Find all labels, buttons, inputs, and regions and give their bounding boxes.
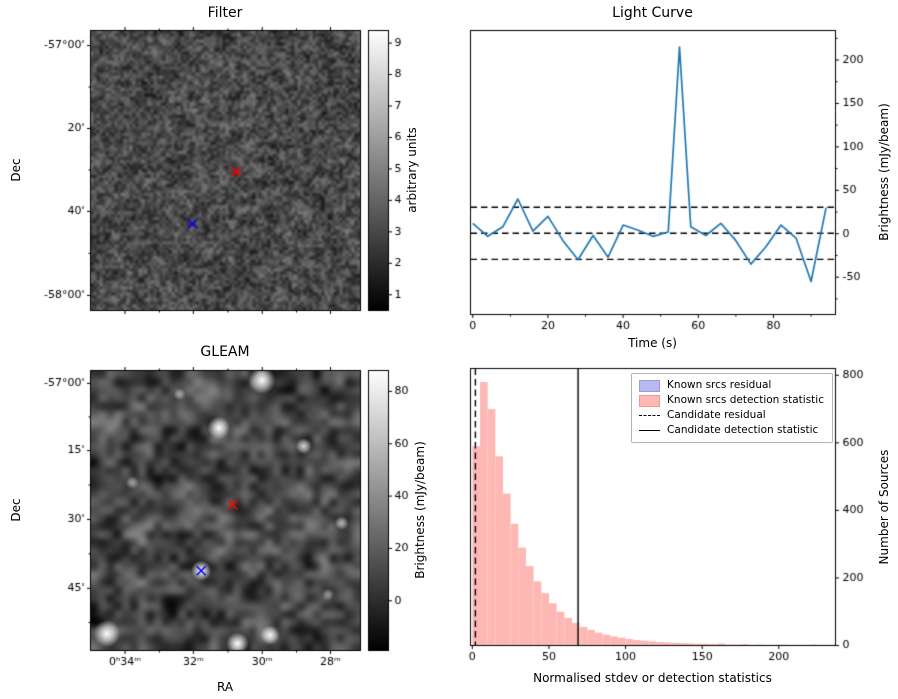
light-curve-ylabel: Brightness (mJy/beam) <box>877 103 891 241</box>
histogram-ylabel: Number of Sources <box>877 449 891 565</box>
filter-ylabel: Dec <box>9 158 23 182</box>
legend-label-known-srcs-residual: Known srcs residual <box>667 379 772 391</box>
legend-item-known-srcs-detection: Known srcs detection statistic <box>639 393 824 408</box>
legend-label-candidate-detection: Candidate detection statistic <box>667 424 819 436</box>
legend-swatch-known-srcs-detection <box>639 394 661 407</box>
legend-label-known-srcs-detection: Known srcs detection statistic <box>667 394 824 406</box>
legend-swatch-candidate-residual <box>639 415 661 416</box>
gleam-panel-title: GLEAM <box>200 344 250 360</box>
filter-colorbar-label: arbitrary units <box>405 127 419 213</box>
legend-swatch-candidate-detection <box>639 430 661 431</box>
legend-item-candidate-detection: Candidate detection statistic <box>639 423 824 438</box>
filter-panel-title: Filter <box>207 5 243 21</box>
legend-item-known-srcs-residual: Known srcs residual <box>639 378 824 393</box>
legend-label-candidate-residual: Candidate residual <box>667 409 766 421</box>
light-curve-title: Light Curve <box>612 5 693 21</box>
legend-item-candidate-residual: Candidate residual <box>639 408 824 423</box>
gleam-xlabel: RA <box>216 680 234 694</box>
gleam-ylabel: Dec <box>9 498 23 522</box>
legend-swatch-known-srcs-residual <box>639 379 661 392</box>
light-curve-xlabel: Time (s) <box>628 336 677 350</box>
histogram-xlabel: Normalised stdev or detection statistics <box>533 671 772 685</box>
gleam-colorbar-label: Brightness (mJy/beam) <box>413 441 427 579</box>
histogram-legend: Known srcs residual Known srcs detection… <box>631 373 833 443</box>
